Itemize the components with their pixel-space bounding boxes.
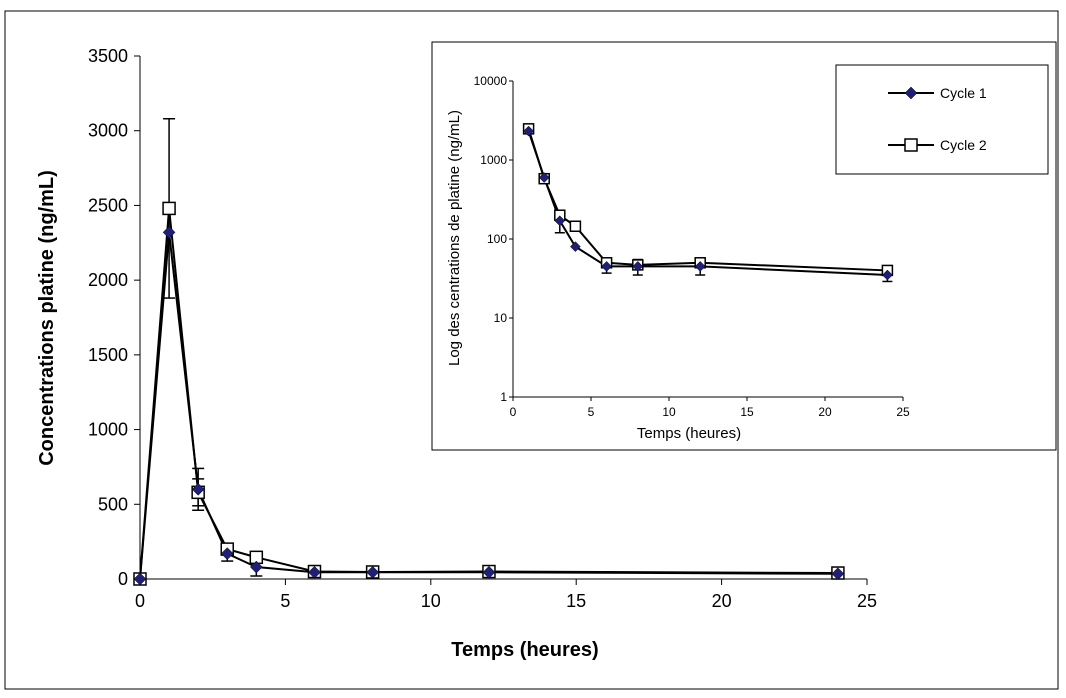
legend-label-cycle-1: Cycle 1 <box>940 85 987 101</box>
main-plot: Temps (heures) Concentrations platine (n… <box>36 46 877 661</box>
main-point-cycle-1 <box>249 560 263 574</box>
main-x-tick-label: 5 <box>280 591 290 611</box>
main-y-tick-label: 3500 <box>88 46 128 66</box>
main-point-cycle-1 <box>191 482 205 496</box>
inset-point-cycle-1 <box>882 269 893 281</box>
inset-x-tick-label: 25 <box>896 405 910 419</box>
inset-point-cycle-1 <box>570 241 581 253</box>
main-x-tick-label: 20 <box>712 591 732 611</box>
inset-x-tick-label: 10 <box>662 405 676 419</box>
main-x-tick-label: 25 <box>857 591 877 611</box>
inset-x-axis-title: Temps (heures) <box>637 425 741 442</box>
main-series <box>133 118 845 586</box>
main-y-tick-label: 3000 <box>88 121 128 141</box>
inset-series <box>522 123 894 283</box>
main-point-cycle-2 <box>162 201 176 216</box>
inset-y-tick-label: 10000 <box>474 74 508 88</box>
legend-marker-cycle-1 <box>904 86 918 100</box>
inset-y-tick-label: 100 <box>487 232 507 246</box>
inset-y-axis-title: Log des centrations de platine (ng/mL) <box>446 110 463 366</box>
legend-marker-cycle-2 <box>904 138 918 152</box>
main-point-cycle-1 <box>482 565 496 579</box>
main-point-cycle-1 <box>831 567 845 581</box>
inset-y-tick-label: 1 <box>500 390 507 404</box>
main-x-axis-title: Temps (heures) <box>451 639 598 661</box>
main-point-cycle-1 <box>308 565 321 579</box>
inset-x-tick-label: 15 <box>740 405 754 419</box>
inset-point-cycle-1 <box>554 215 566 227</box>
main-y-tick-label: 1500 <box>88 345 128 365</box>
legend-label-cycle-2: Cycle 2 <box>940 137 987 153</box>
inset-x-tick-label: 5 <box>588 405 595 419</box>
main-point-cycle-1 <box>366 565 379 579</box>
main-y-tick-label: 2500 <box>88 195 128 215</box>
main-x-tick-label: 15 <box>566 591 586 611</box>
main-x-tick-label: 0 <box>135 591 145 611</box>
inset-ticks: 0 5 10 15 20 25 1 10 100 1000 10000 <box>474 74 910 419</box>
inset-point-cycle-1 <box>601 261 612 272</box>
inset-y-tick-label: 1000 <box>480 153 507 167</box>
main-y-tick-label: 2000 <box>88 270 128 290</box>
inset-point-cycle-1 <box>694 261 706 272</box>
main-y-tick-label: 1000 <box>88 420 128 440</box>
legend-box <box>835 64 1049 175</box>
main-point-cycle-1 <box>162 225 176 239</box>
main-y-tick-label: 500 <box>98 494 128 514</box>
main-x-tick-label: 10 <box>421 591 441 611</box>
inset-point-cycle-1 <box>523 125 534 137</box>
legend: Cycle 1 Cycle 2 <box>835 64 1049 175</box>
main-y-tick-label: 0 <box>118 569 128 589</box>
main-point-cycle-1 <box>133 572 147 586</box>
inset-plot: Temps (heures) Log des centrations de pl… <box>431 41 1057 451</box>
inset-point-cycle-1 <box>538 172 550 183</box>
main-y-axis-title: Concentrations platine (ng/mL) <box>36 170 58 466</box>
inset-y-tick-label: 10 <box>494 311 508 325</box>
inset-point-cycle-1 <box>632 261 644 272</box>
main-point-cycle-1 <box>220 547 234 560</box>
inset-series-line-cycle-2 <box>527 128 888 272</box>
inset-x-tick-label: 20 <box>818 405 832 419</box>
inset-point-cycle-2 <box>569 220 582 233</box>
inset-x-tick-label: 0 <box>510 405 517 419</box>
